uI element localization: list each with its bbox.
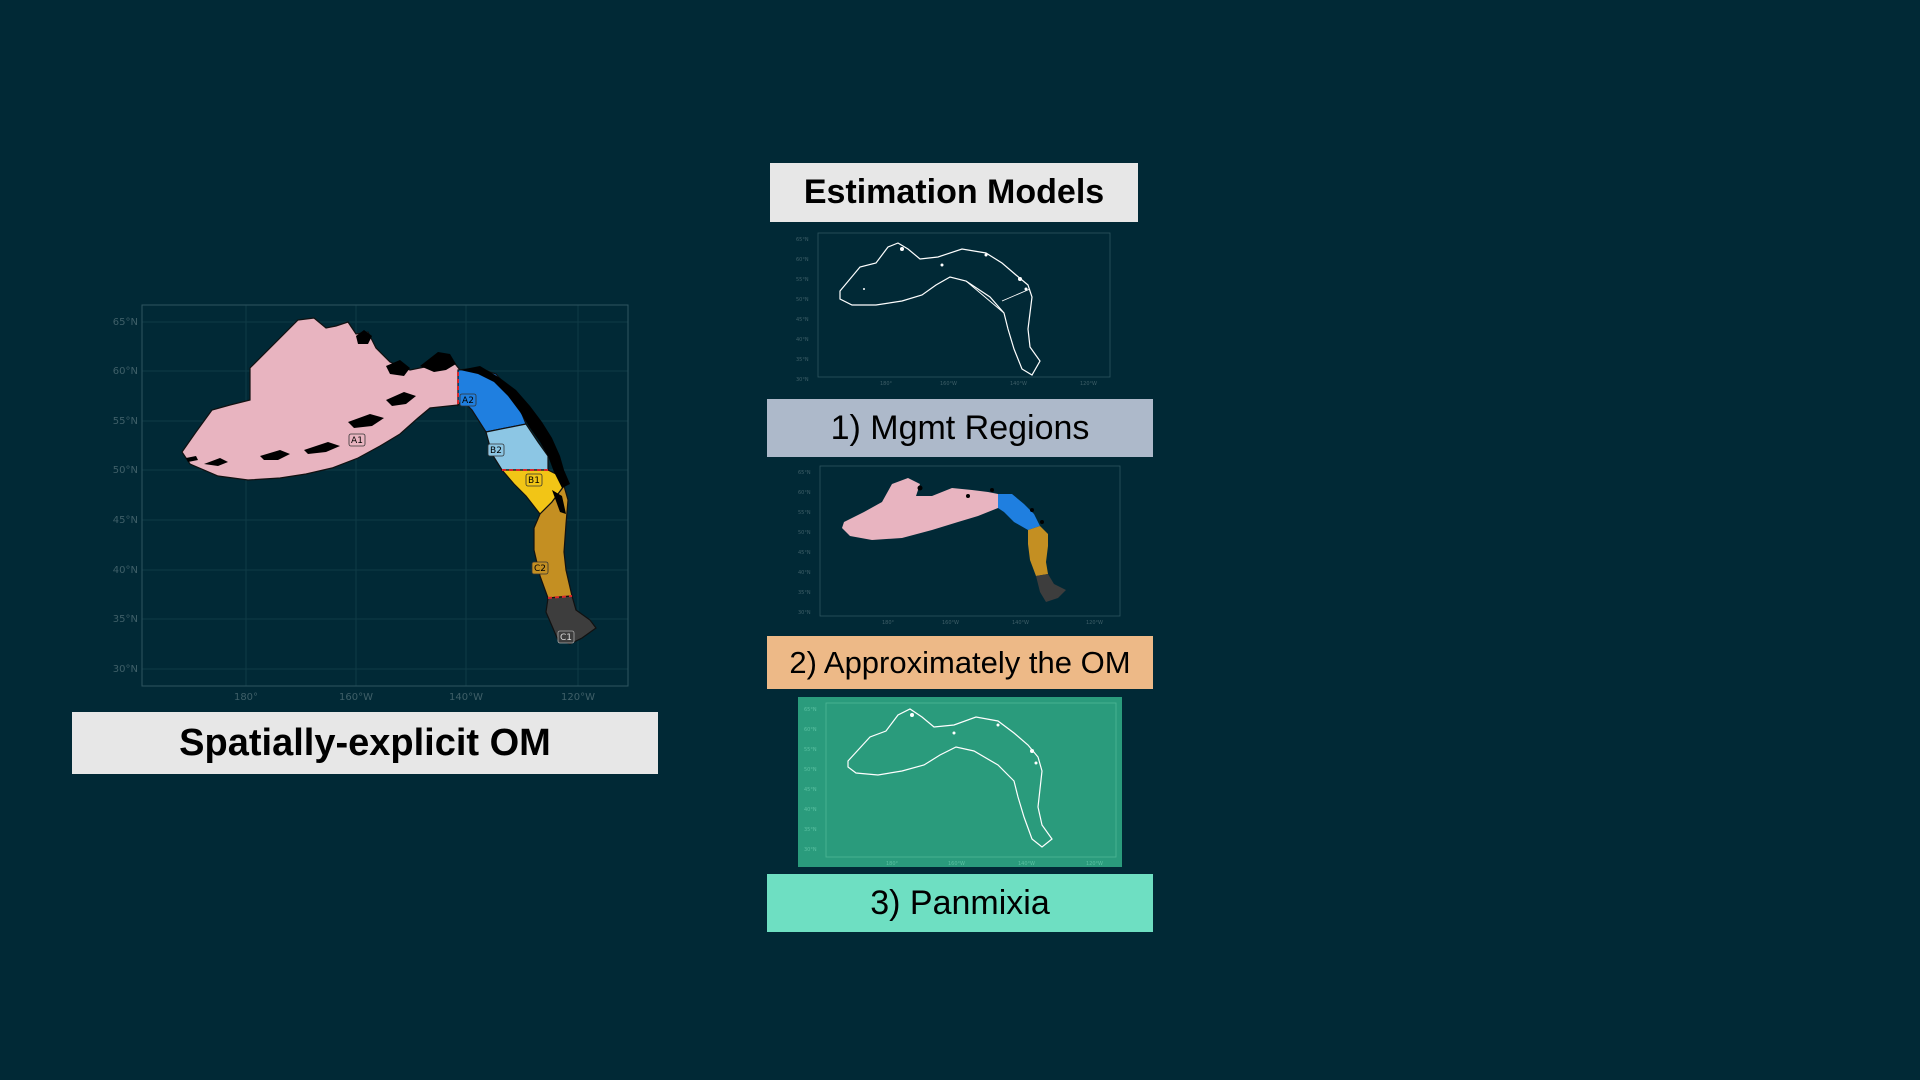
svg-text:140°W: 140°W — [1012, 620, 1029, 626]
region-tag-c2: C2 — [531, 561, 549, 575]
lat-tick: 50°N — [113, 465, 138, 476]
em-label-text: 2) Approximately the OM — [789, 644, 1131, 680]
region-tag-b2: B2 — [487, 443, 505, 457]
svg-text:120°W: 120°W — [1086, 620, 1103, 626]
lon-tick: 140°W — [449, 692, 483, 703]
lon-tick: 180° — [234, 692, 258, 703]
svg-text:160°W: 160°W — [942, 620, 959, 626]
svg-text:50°N: 50°N — [798, 530, 811, 536]
svg-text:65°N: 65°N — [796, 237, 809, 243]
svg-text:30°N: 30°N — [804, 847, 817, 853]
em-map-approx-om: 65°N 60°N 55°N 50°N 45°N 40°N 35°N 30°N 180° 1… — [792, 462, 1130, 626]
om-title-text: Spatially-explicit OM — [179, 721, 551, 764]
em-region-gray — [1036, 574, 1066, 602]
region-tag-b1: B1 — [525, 473, 543, 487]
lat-tick: 30°N — [113, 664, 138, 675]
svg-text:140°W: 140°W — [1018, 861, 1035, 867]
lat-tick: 60°N — [113, 366, 138, 377]
svg-text:120°W: 120°W — [1080, 381, 1097, 387]
em-region-blue — [998, 494, 1040, 530]
svg-text:180°: 180° — [886, 861, 899, 867]
em-region-gold — [1028, 526, 1048, 576]
svg-text:55°N: 55°N — [798, 510, 811, 516]
em-header-text: Estimation Models — [803, 173, 1105, 211]
em-header: Estimation Models — [770, 163, 1138, 222]
lat-tick: 35°N — [113, 614, 138, 625]
em-label-text: 1) Mgmt Regions — [830, 408, 1090, 447]
svg-text:30°N: 30°N — [798, 610, 811, 616]
em-map-panmixia: 65°N 60°N 55°N 50°N 45°N 40°N 35°N 30°N 180° 1… — [798, 697, 1122, 867]
svg-text:65°N: 65°N — [798, 470, 811, 476]
svg-text:60°N: 60°N — [798, 490, 811, 496]
em-map-mgmt-regions: 65°N 60°N 55°N 50°N 45°N 40°N 35°N 30°N 180° 1… — [790, 229, 1114, 387]
outline-coast — [839, 242, 1041, 376]
svg-text:55°N: 55°N — [804, 747, 817, 753]
svg-text:B1: B1 — [528, 476, 540, 486]
lat-tick: 55°N — [113, 416, 138, 427]
lon-tick: 120°W — [561, 692, 595, 703]
svg-text:60°N: 60°N — [804, 727, 817, 733]
svg-text:40°N: 40°N — [796, 337, 809, 343]
em-label-text: 3) Panmixia — [870, 883, 1050, 922]
lat-tick: 65°N — [113, 317, 138, 328]
region-b2 — [485, 423, 549, 471]
om-title: Spatially-explicit OM — [72, 712, 658, 774]
svg-text:30°N: 30°N — [796, 377, 809, 383]
em-label-mgmt-regions: 1) Mgmt Regions — [767, 399, 1153, 457]
panmixia-outline — [847, 708, 1053, 848]
svg-text:180°: 180° — [880, 381, 893, 387]
coastline — [186, 330, 570, 514]
svg-text:C2: C2 — [534, 564, 546, 574]
svg-text:60°N: 60°N — [796, 257, 809, 263]
region-tag-a1: A1 — [348, 433, 366, 447]
svg-text:35°N: 35°N — [798, 590, 811, 596]
lat-tick: 40°N — [113, 565, 138, 576]
svg-text:A1: A1 — [351, 436, 363, 446]
region-tag-c1: C1 — [557, 630, 575, 644]
svg-text:35°N: 35°N — [796, 357, 809, 363]
svg-text:50°N: 50°N — [796, 297, 809, 303]
em-region-pink — [842, 478, 998, 540]
svg-text:50°N: 50°N — [804, 767, 817, 773]
svg-text:45°N: 45°N — [798, 550, 811, 556]
svg-text:C1: C1 — [560, 633, 572, 643]
svg-text:35°N: 35°N — [804, 827, 817, 833]
svg-text:A2: A2 — [462, 396, 474, 406]
svg-text:45°N: 45°N — [804, 787, 817, 793]
em-label-panmixia: 3) Panmixia — [767, 874, 1153, 932]
svg-text:180°: 180° — [882, 620, 895, 626]
om-map: 65°N 60°N 55°N 50°N 45°N 40°N 35°N 30°N … — [100, 300, 640, 710]
svg-text:45°N: 45°N — [796, 317, 809, 323]
svg-text:40°N: 40°N — [798, 570, 811, 576]
svg-text:120°W: 120°W — [1086, 861, 1103, 867]
svg-text:140°W: 140°W — [1010, 381, 1027, 387]
lat-tick: 45°N — [113, 515, 138, 526]
svg-text:160°W: 160°W — [940, 381, 957, 387]
em-label-approx-om: 2) Approximately the OM — [767, 636, 1153, 689]
boundary-lines — [457, 372, 573, 599]
region-tag-a2: A2 — [459, 393, 477, 407]
lon-tick: 160°W — [339, 692, 373, 703]
svg-text:55°N: 55°N — [796, 277, 809, 283]
svg-text:160°W: 160°W — [948, 861, 965, 867]
svg-text:B2: B2 — [490, 446, 502, 456]
region-a1 — [181, 317, 461, 481]
svg-text:65°N: 65°N — [804, 707, 817, 713]
svg-text:40°N: 40°N — [804, 807, 817, 813]
